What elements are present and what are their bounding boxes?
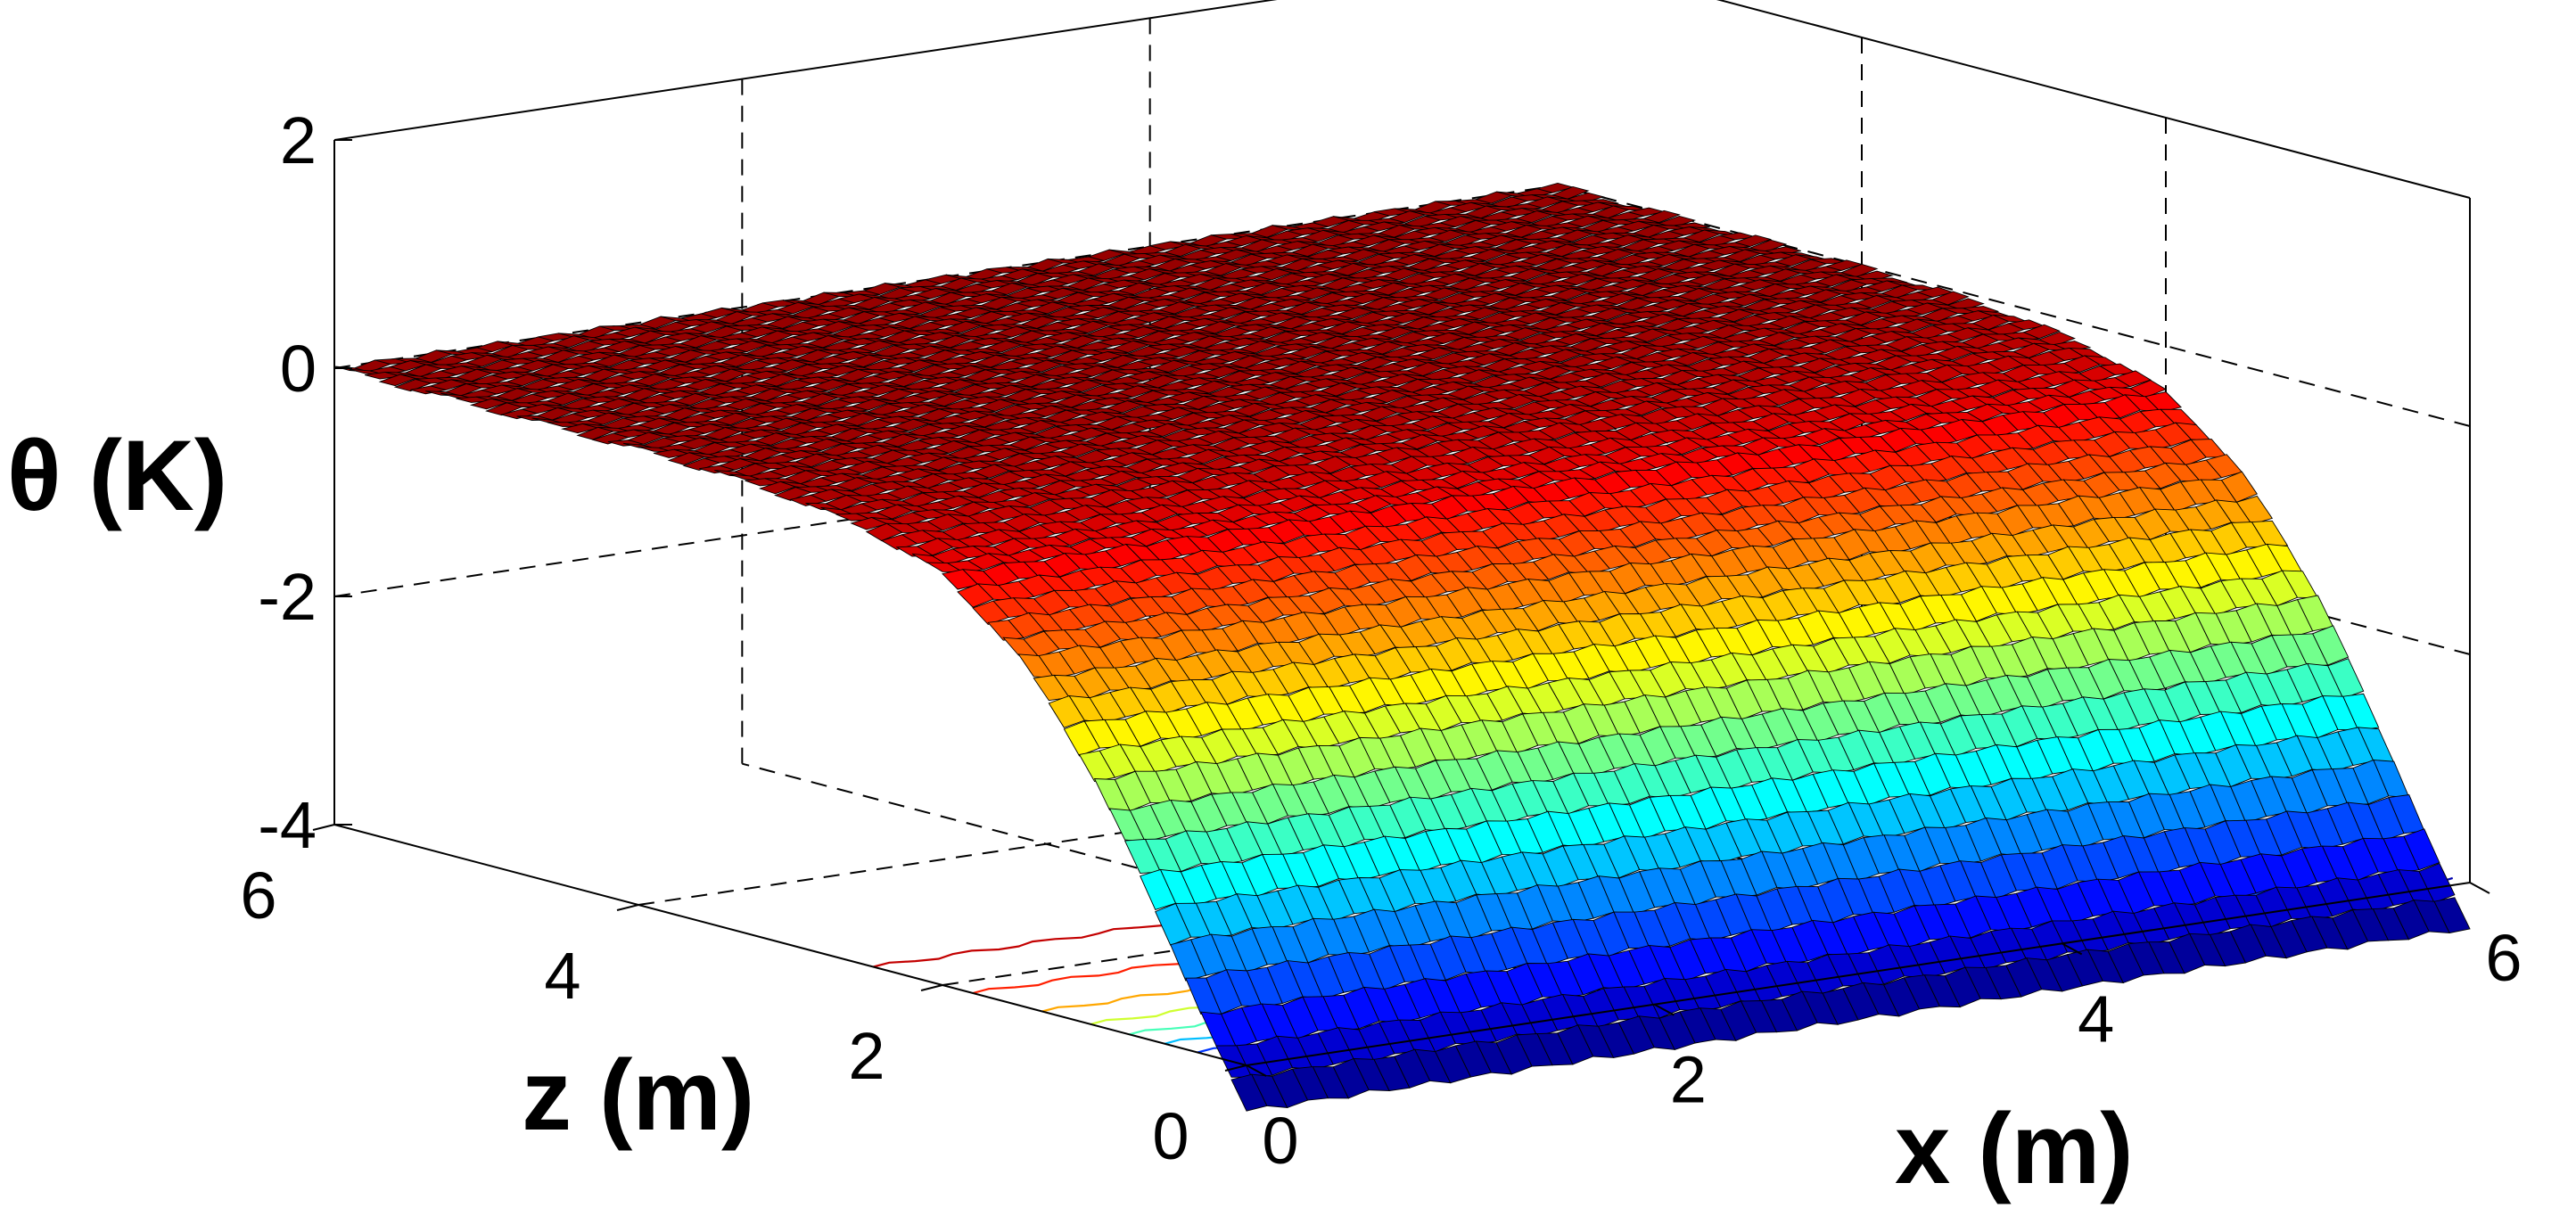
x-axis-label: x (m) xyxy=(1895,1093,2134,1204)
x-tick-mark xyxy=(1653,1003,1675,1016)
theta-tick-label: -4 xyxy=(258,788,317,862)
x-tick-label: 0 xyxy=(1262,1104,1298,1178)
theta-axis-label: θ (K) xyxy=(7,420,227,531)
surface-patch xyxy=(2113,370,2152,388)
surface-patch xyxy=(2022,324,2061,340)
z-tick-mark xyxy=(1224,1064,1247,1072)
z-tick-label: 4 xyxy=(544,939,580,1013)
surface-patch xyxy=(1733,234,1773,247)
surface-patch xyxy=(1749,239,1788,253)
axis-line xyxy=(1246,882,2471,1066)
x-tick-mark xyxy=(2062,942,2083,956)
z-tick-mark xyxy=(312,824,335,831)
surface-patch xyxy=(2205,454,2243,479)
floor-grid-line xyxy=(742,762,1655,1006)
surface-patch xyxy=(2312,625,2350,666)
rear-grid-line xyxy=(1557,185,2471,427)
surface-patch xyxy=(2327,658,2365,699)
surface-patch xyxy=(1946,298,1985,311)
surface-patch xyxy=(1824,259,1864,271)
surface-patch xyxy=(2144,391,2182,413)
z-tick-mark xyxy=(616,904,639,911)
surface-patch xyxy=(1657,216,1697,228)
z-tick-label: 6 xyxy=(240,859,276,933)
x-tick-label: 4 xyxy=(2078,982,2114,1056)
surface-mesh xyxy=(333,183,2471,1112)
x-tick-mark xyxy=(2469,882,2490,894)
surface-patch xyxy=(1566,192,1605,204)
surface-patch xyxy=(2220,471,2258,503)
surface-patch xyxy=(1642,210,1681,224)
surface-patch xyxy=(2235,495,2274,525)
x-tick-label: 6 xyxy=(2485,921,2522,995)
theta-tick-label: 2 xyxy=(280,103,317,177)
surface-patch xyxy=(2129,379,2168,398)
surface-patch xyxy=(2418,862,2456,904)
x-tick-label: 2 xyxy=(1670,1043,1707,1117)
theta-tick-label: -2 xyxy=(258,560,317,634)
axis-line xyxy=(333,0,1278,141)
surface-patch xyxy=(2037,332,2076,347)
z-tick-label: 0 xyxy=(1152,1099,1189,1173)
z-tick-mark xyxy=(920,984,943,991)
surface-patch xyxy=(1931,291,1970,306)
surface-patch xyxy=(2403,828,2440,871)
axis-line xyxy=(333,824,1247,1066)
z-tick-label: 2 xyxy=(848,1019,885,1093)
x-tick-mark xyxy=(1246,1064,1267,1077)
theta-tick-label: 0 xyxy=(280,332,317,406)
surface-patch xyxy=(1839,264,1879,278)
surface-patch xyxy=(1535,183,1575,193)
surface-patch xyxy=(1551,186,1590,200)
surface-patch xyxy=(2433,897,2471,934)
axes-box xyxy=(333,0,2471,1066)
axis-line xyxy=(1716,0,2471,199)
z-axis-label: z (m) xyxy=(522,1039,754,1151)
